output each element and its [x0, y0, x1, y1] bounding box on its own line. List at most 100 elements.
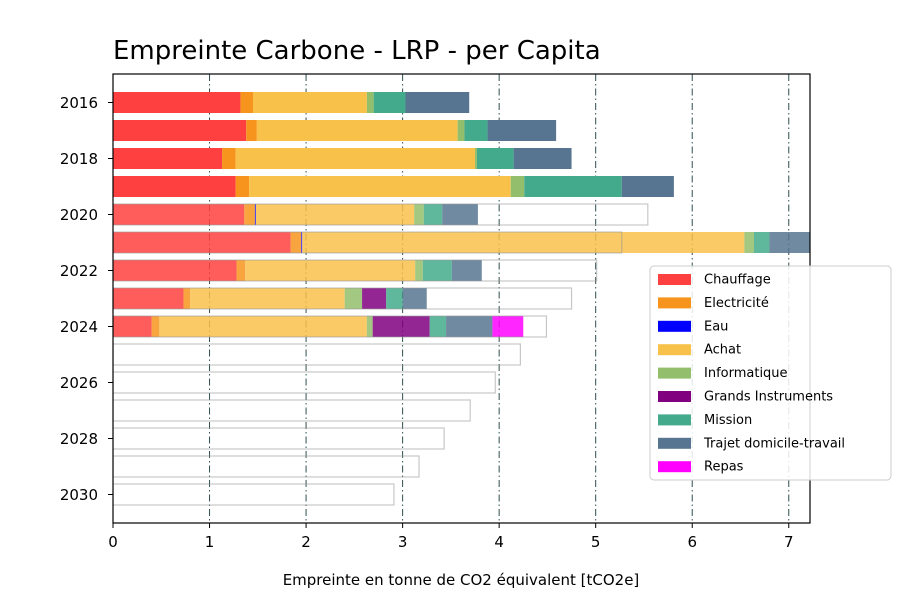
trajectory-bar-2023	[113, 287, 573, 310]
bar-2023-informatique	[344, 288, 363, 309]
bar-2018-chauffage	[113, 148, 223, 169]
bar-2021-trajet-domicile-travail	[769, 232, 810, 253]
legend-label-mission: Mission	[704, 413, 752, 428]
trajectory-bar-2020	[113, 203, 649, 226]
bar-2021-achat	[302, 232, 745, 253]
bar-2017-trajet-domicile-travail	[487, 120, 557, 141]
trajectory-bar-2028	[113, 427, 445, 450]
bar-2020-eau	[254, 204, 256, 225]
y-tick-label: 2030	[60, 486, 98, 504]
bar-2019-mission	[524, 176, 622, 197]
legend-swatch-repas	[658, 461, 691, 473]
bar-2020-achat	[255, 204, 415, 225]
bar-2023-electricit-	[183, 288, 191, 309]
bar-2019-electricit-	[235, 176, 250, 197]
bar-2024-trajet-domicile-travail	[446, 316, 493, 337]
x-axis-label: Empreinte en tonne de CO2 équivalent [tC…	[283, 571, 640, 589]
y-tick-label: 2026	[60, 374, 98, 392]
bar-2020-electricit-	[244, 204, 255, 225]
x-tick-label: 0	[108, 533, 118, 551]
legend-swatch-electricit-	[658, 297, 691, 309]
trajectory-bar-2022	[113, 259, 598, 282]
bar-2024-achat	[159, 316, 367, 337]
bar-2022-informatique	[415, 260, 423, 281]
bar-2024-mission	[429, 316, 447, 337]
bar-2022-electricit-	[236, 260, 246, 281]
bar-2022-chauffage	[113, 260, 237, 281]
bar-2021-electricit-	[290, 232, 302, 253]
bar-2020-chauffage	[113, 204, 245, 225]
bar-2019-chauffage	[113, 176, 236, 197]
bar-2016-chauffage	[113, 92, 241, 113]
x-tick-label: 2	[301, 533, 311, 551]
bar-2019-informatique	[510, 176, 525, 197]
bar-2020-trajet-domicile-travail	[442, 204, 478, 225]
bar-2018-achat	[235, 148, 476, 169]
legend-swatch-mission	[658, 414, 691, 426]
bar-2016-informatique	[366, 92, 374, 113]
y-tick-label: 2028	[60, 430, 98, 448]
bars	[113, 92, 810, 337]
bar-2022-mission	[422, 260, 452, 281]
legend-label-achat: Achat	[704, 343, 741, 358]
bar-2016-achat	[252, 92, 367, 113]
bar-2017-achat	[256, 120, 458, 141]
x-axis: 0 1 2 3 4 5 6 7	[108, 523, 794, 551]
legend-swatch-informatique	[658, 367, 691, 379]
x-tick-label: 7	[784, 533, 794, 551]
y-tick-label: 2018	[60, 150, 98, 168]
legend-swatch-trajet-domicile-travail	[658, 437, 691, 449]
bar-2023-trajet-domicile-travail	[402, 288, 427, 309]
chart-title: Empreinte Carbone - LRP - per Capita	[113, 36, 601, 66]
bar-2024-informatique	[366, 316, 373, 337]
x-tick-label: 6	[687, 533, 697, 551]
bar-2024-electricit-	[151, 316, 160, 337]
bar-2016-electricit-	[240, 92, 253, 113]
bar-2019-achat	[249, 176, 511, 197]
legend-label-repas: Repas	[704, 460, 744, 475]
legend: Chauffage Electricité Eau Achat Informatique…	[649, 265, 892, 481]
bar-2018-informatique	[475, 148, 477, 169]
bar-2023-mission	[386, 288, 403, 309]
bar-2018-electricit-	[222, 148, 236, 169]
bar-2022-achat	[245, 260, 416, 281]
bar-2022-trajet-domicile-travail	[451, 260, 482, 281]
y-axis: 2016 2018 2020 2022 2024 2026 2028 2030	[60, 94, 113, 504]
trajectory-bars	[113, 203, 649, 506]
bar-2021-mission	[754, 232, 770, 253]
bar-2018-mission	[476, 148, 514, 169]
bar-2024-chauffage	[113, 316, 152, 337]
bar-2016-mission	[373, 92, 406, 113]
x-tick-label: 4	[494, 533, 504, 551]
trajectory-bar-2026	[113, 371, 496, 394]
y-tick-label: 2016	[60, 94, 98, 112]
legend-swatch-achat	[658, 344, 691, 356]
bar-2021-informatique	[744, 232, 755, 253]
legend-label-eau: Eau	[704, 319, 728, 334]
trajectory-bar-2029	[113, 455, 420, 478]
legend-label-informatique: Informatique	[704, 366, 788, 381]
legend-label-grands-instruments: Grands Instruments	[704, 390, 833, 405]
y-tick-label: 2020	[60, 206, 98, 224]
legend-swatch-eau	[658, 320, 691, 332]
bar-2023-achat	[190, 288, 345, 309]
bar-2017-electricit-	[246, 120, 257, 141]
bar-2021-chauffage	[113, 232, 291, 253]
legend-label-electricit-: Electricité	[704, 296, 769, 311]
bar-2020-informatique	[414, 204, 424, 225]
legend-swatch-grands-instruments	[658, 391, 691, 402]
bar-2023-chauffage	[113, 288, 184, 309]
legend-label-trajet-domicile-travail: Trajet domicile-travail	[703, 436, 845, 451]
bar-2017-informatique	[457, 120, 465, 141]
trajectory-bar-2024	[113, 315, 548, 338]
y-tick-label: 2024	[60, 318, 98, 336]
y-tick-label: 2022	[60, 262, 98, 280]
x-tick-label: 1	[205, 533, 215, 551]
legend-swatch-chauffage	[658, 274, 691, 285]
x-tick-label: 3	[398, 533, 408, 551]
trajectory-bar-2025	[113, 343, 521, 366]
legend-frame	[649, 265, 892, 481]
trajectory-bar-2027	[113, 399, 471, 422]
legend-label-chauffage: Chauffage	[704, 273, 771, 288]
